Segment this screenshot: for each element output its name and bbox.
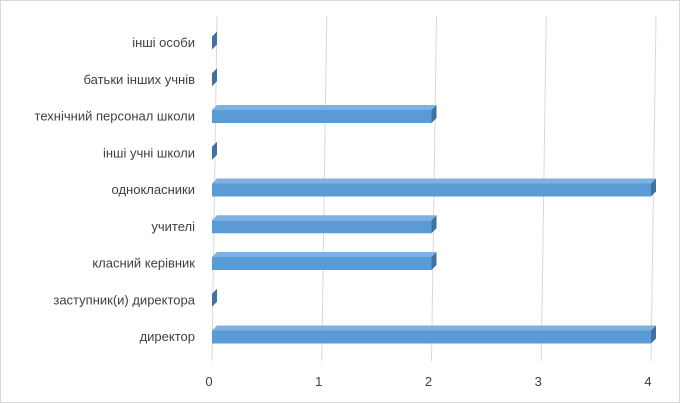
bar-side-face [651, 178, 656, 197]
x-tick-label: 4 [644, 374, 651, 389]
bar-top-face [212, 178, 656, 184]
bar-top-face [212, 215, 437, 221]
category-label: заступник(и) директора [53, 292, 195, 307]
category-label: технічний персонал школи [35, 109, 195, 124]
bar [212, 257, 432, 270]
bar-side-face [431, 215, 437, 234]
category-label: учителі [151, 219, 195, 234]
bar-top-face [212, 252, 437, 257]
category-label: однокласники [112, 182, 195, 197]
bar [212, 110, 432, 123]
category-label: директор [140, 329, 195, 344]
category-label: інші учні школи [103, 145, 195, 160]
bar [212, 330, 651, 344]
bar-side-face [651, 325, 656, 344]
bar-side-face [212, 31, 217, 50]
bar [212, 220, 432, 234]
category-label: класний керівник [92, 256, 195, 271]
x-tick-label: 3 [535, 374, 542, 389]
bar-top-face [212, 105, 437, 110]
bar-top-face [212, 325, 656, 331]
x-tick-label: 0 [205, 374, 212, 389]
x-tick-label: 2 [425, 374, 432, 389]
category-label: батьки інших учнів [84, 72, 196, 87]
bar-side-face [431, 105, 437, 123]
bar-side-face [212, 288, 217, 307]
category-label: інші особи [132, 35, 195, 50]
bar-side-face [212, 141, 217, 160]
bar-side-face [212, 68, 217, 87]
x-tick-label: 1 [315, 374, 322, 389]
bar [212, 183, 651, 197]
bar-side-face [431, 252, 437, 270]
